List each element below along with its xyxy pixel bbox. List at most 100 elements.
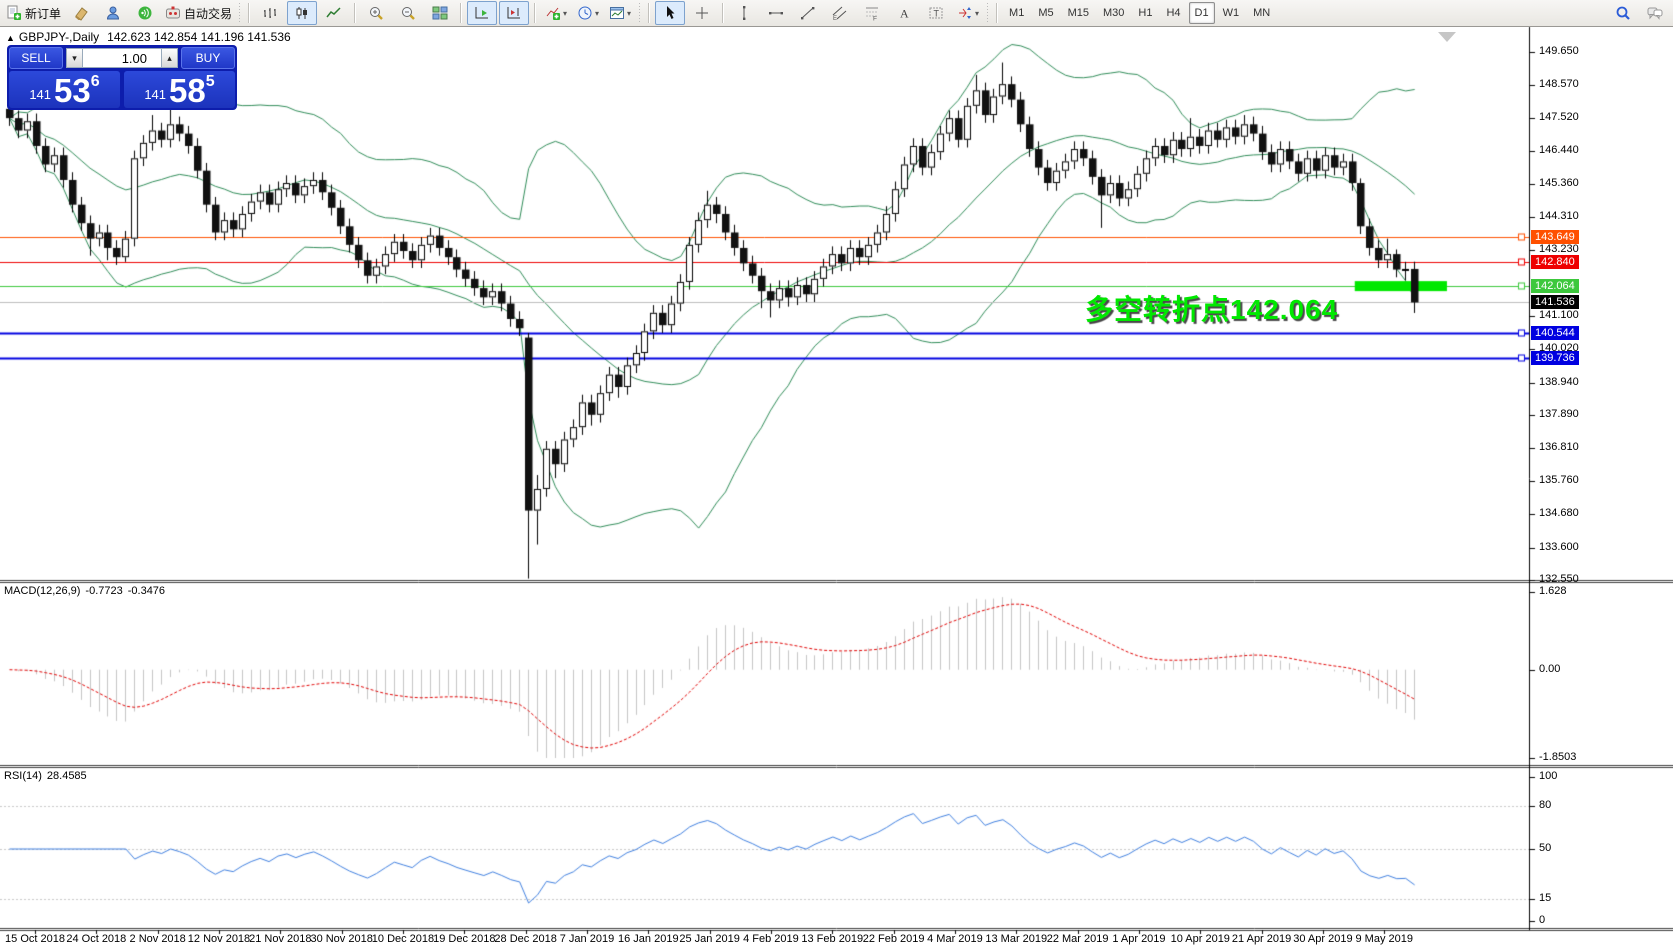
auto-scroll-button[interactable] <box>467 1 498 25</box>
search-button[interactable] <box>1608 1 1638 25</box>
date-axis-label: 10 Apr 2019 <box>1170 933 1230 945</box>
price-line-badge: 143.649 <box>1531 230 1579 245</box>
price-line-badge: 140.544 <box>1531 326 1579 341</box>
timeframe-button-m15[interactable]: M15 <box>1067 7 1089 19</box>
zoom-in-icon <box>368 5 384 21</box>
timeframe-button-mn[interactable]: MN <box>1253 7 1271 19</box>
svg-text:E: E <box>833 16 837 21</box>
candle-chart-button[interactable] <box>287 1 318 25</box>
buy-price[interactable]: 141 58 5 <box>124 71 235 108</box>
fibo-icon: F <box>864 5 880 21</box>
date-axis-label: 16 Jan 2019 <box>618 933 679 945</box>
signals-button[interactable] <box>130 1 160 25</box>
chevron-down-icon: ▾ <box>627 8 632 18</box>
date-axis-label: 10 Dec 2018 <box>371 933 435 945</box>
toolbar-separator <box>534 3 537 23</box>
tile-windows-button[interactable] <box>425 1 455 25</box>
collapse-panel-icon[interactable]: ▲ <box>6 33 15 43</box>
timeframe-button-m5[interactable]: M5 <box>1038 7 1054 19</box>
date-axis-label: 30 Nov 2018 <box>310 933 373 945</box>
date-axis-label: 4 Feb 2019 <box>743 933 799 945</box>
trendline-button[interactable] <box>793 1 823 25</box>
volume-increase-button[interactable]: ▴ <box>161 48 178 68</box>
chat-button[interactable] <box>1640 1 1670 25</box>
svg-text:T: T <box>934 9 940 19</box>
buy-button[interactable]: BUY <box>181 47 235 69</box>
auto-trading-button[interactable]: 自动交易 <box>162 1 235 25</box>
channel-icon: E <box>832 5 848 21</box>
pivot-point-annotation: 多空转折点142.064 <box>1085 294 1339 325</box>
cursor-button[interactable] <box>655 1 686 25</box>
channel-button[interactable]: E <box>825 1 855 25</box>
toolbar-separator <box>648 3 651 23</box>
price-line-badge: 139.736 <box>1531 351 1579 366</box>
chevron-down-icon: ▾ <box>595 8 600 18</box>
horizontal-line-button[interactable] <box>761 1 791 25</box>
timeframe-button-d1[interactable]: D1 <box>1188 2 1215 24</box>
chart-shift-button[interactable] <box>499 1 530 25</box>
volume-decrease-button[interactable]: ▾ <box>66 48 83 68</box>
price-tick-label: 133.600 <box>1539 540 1579 553</box>
rsi-value: 28.4585 <box>46 770 87 782</box>
date-axis-label: 1 Apr 2019 <box>1112 933 1166 945</box>
chart-shift-marker-icon[interactable] <box>1438 32 1456 42</box>
rsi-indicator-label: RSI(14) 28.4585 <box>4 770 92 782</box>
signal-icon <box>137 5 153 21</box>
label-button[interactable]: T <box>921 1 951 25</box>
periods-button[interactable]: ▾ <box>573 1 603 25</box>
crosshair-button[interactable] <box>687 1 717 25</box>
date-axis-label: 24 Oct 2018 <box>66 933 127 945</box>
text-button[interactable]: A <box>889 1 919 25</box>
timeframe-button-h1[interactable]: H1 <box>1138 7 1153 19</box>
rsi-name: RSI(14) <box>4 770 42 782</box>
vertical-line-button[interactable] <box>729 1 759 25</box>
price-tick-label: 132.550 <box>1539 573 1579 586</box>
macd-main-value: -0.7723 <box>85 585 123 597</box>
date-axis-label: 13 Mar 2019 <box>985 933 1048 945</box>
labelT-icon: T <box>928 5 944 21</box>
date-axis-label: 21 Apr 2019 <box>1231 933 1292 945</box>
line-chart-button[interactable] <box>319 1 349 25</box>
zoom-in-button[interactable] <box>361 1 391 25</box>
date-axis-label: 9 May 2019 <box>1355 933 1413 945</box>
auto-trading-button-label: 自动交易 <box>184 6 233 21</box>
templates-button[interactable]: ▾ <box>605 1 635 25</box>
rsi-tick-label: 0 <box>1539 914 1546 926</box>
date-axis-label: 2 Nov 2018 <box>129 933 186 945</box>
indicators-button[interactable]: ▾ <box>541 1 571 25</box>
fibonacci-button[interactable]: F <box>857 1 887 25</box>
timeframe-button-w1[interactable]: W1 <box>1222 7 1240 19</box>
timeframe-button-h4[interactable]: H4 <box>1166 7 1181 19</box>
macd-indicator-label: MACD(12,26,9) -0.7723 -0.3476 <box>4 585 170 597</box>
one-click-trading-panel: SELL ▾ 1.00 ▴ BUY 141 53 6 141 58 5 <box>7 45 237 110</box>
eraser-icon <box>73 5 89 21</box>
bar-chart-button[interactable] <box>255 1 285 25</box>
macd-tick-label: 0.00 <box>1539 662 1561 675</box>
profile-button[interactable] <box>98 1 128 25</box>
rsi-tick-label: 50 <box>1539 842 1552 854</box>
toolbar-separator <box>996 3 999 23</box>
svg-text:A: A <box>900 7 909 21</box>
timeframe-button-m30[interactable]: M30 <box>1103 7 1125 19</box>
cursor-icon <box>662 5 678 21</box>
sell-button[interactable]: SELL <box>9 47 63 69</box>
price-tick-label: 135.760 <box>1539 473 1579 486</box>
shapes-button[interactable]: ▾ <box>953 1 983 25</box>
price-line-badge: 142.064 <box>1531 279 1579 294</box>
toolbar-grip <box>238 3 243 23</box>
new-order-button[interactable]: 新订单 <box>3 1 64 25</box>
date-axis-label: 22 Mar 2019 <box>1046 933 1109 945</box>
volume-input[interactable]: 1.00 <box>83 48 161 68</box>
autotrade-icon <box>165 5 181 21</box>
buy-price-pips: 58 <box>169 72 206 109</box>
toolbar-separator <box>248 3 251 23</box>
sell-price[interactable]: 141 53 6 <box>9 71 120 108</box>
profile-icon <box>105 5 121 21</box>
zoom-out-button[interactable] <box>393 1 423 25</box>
timeframe-button-m1[interactable]: M1 <box>1009 7 1025 19</box>
price-tick-label: 136.810 <box>1539 441 1579 454</box>
candles-icon <box>294 5 310 21</box>
chart-eraser-button[interactable] <box>66 1 96 25</box>
